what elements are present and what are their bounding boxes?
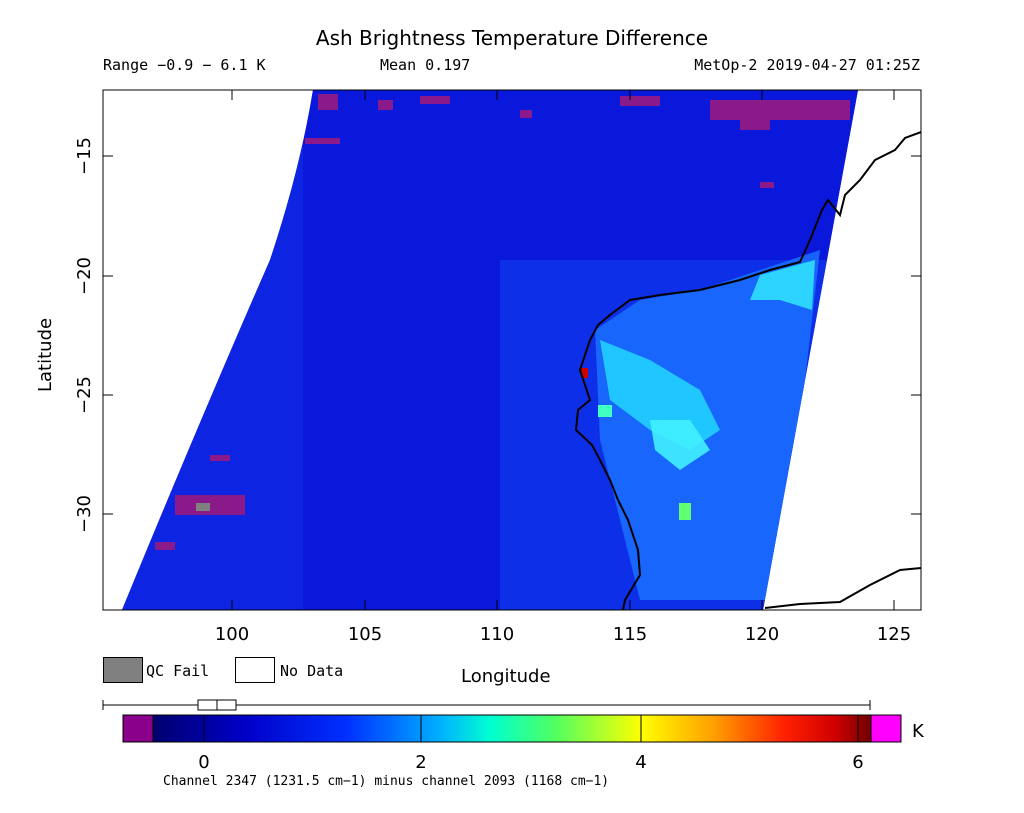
colorbar-over bbox=[870, 714, 902, 743]
x-tick-label: 110 bbox=[480, 624, 514, 645]
x-tick-label: 100 bbox=[215, 624, 249, 645]
y-tick-label: −30 bbox=[74, 495, 95, 533]
colorbar-unit: K bbox=[912, 721, 924, 742]
x-tick-label: 125 bbox=[877, 624, 911, 645]
mean-text: Mean 0.197 bbox=[380, 56, 471, 74]
x-tick-label: 105 bbox=[348, 624, 382, 645]
range-text: Range −0.9 − 6.1 K bbox=[103, 56, 266, 74]
x-axis-label: Longitude bbox=[461, 666, 551, 687]
satellite-time-text: MetOp-2 2019-04-27 01:25Z bbox=[694, 56, 920, 74]
x-tick-label: 120 bbox=[745, 624, 779, 645]
colorbar-range-slider bbox=[102, 699, 871, 711]
colorbar-tick-label: 2 bbox=[415, 752, 426, 773]
y-tick-label: −25 bbox=[74, 376, 95, 414]
colorbar-tick-label: 4 bbox=[635, 752, 646, 773]
coastline bbox=[574, 131, 921, 610]
no-data-label: No Data bbox=[280, 662, 344, 680]
no-data-swatch bbox=[235, 657, 275, 683]
colorbar-tick-label: 0 bbox=[198, 752, 209, 773]
colorbar-caption: Channel 2347 (1231.5 cm−1) minus channel… bbox=[163, 774, 610, 789]
x-tick-label: 115 bbox=[613, 624, 647, 645]
swath-pixels bbox=[122, 90, 858, 610]
y-axis-label: Latitude bbox=[35, 317, 56, 392]
qc-fail-swatch bbox=[103, 657, 143, 683]
map-title: Ash Brightness Temperature Difference bbox=[315, 26, 709, 50]
coastline-south bbox=[764, 567, 921, 609]
colorbar-under bbox=[122, 714, 154, 743]
colorbar-gradient bbox=[152, 714, 872, 743]
plot-frame bbox=[102, 89, 922, 611]
colorbar-tick-label: 6 bbox=[852, 752, 863, 773]
y-tick-label: −15 bbox=[74, 137, 95, 175]
qc-fail-label: QC Fail bbox=[146, 662, 210, 680]
y-tick-label: −20 bbox=[74, 257, 95, 295]
